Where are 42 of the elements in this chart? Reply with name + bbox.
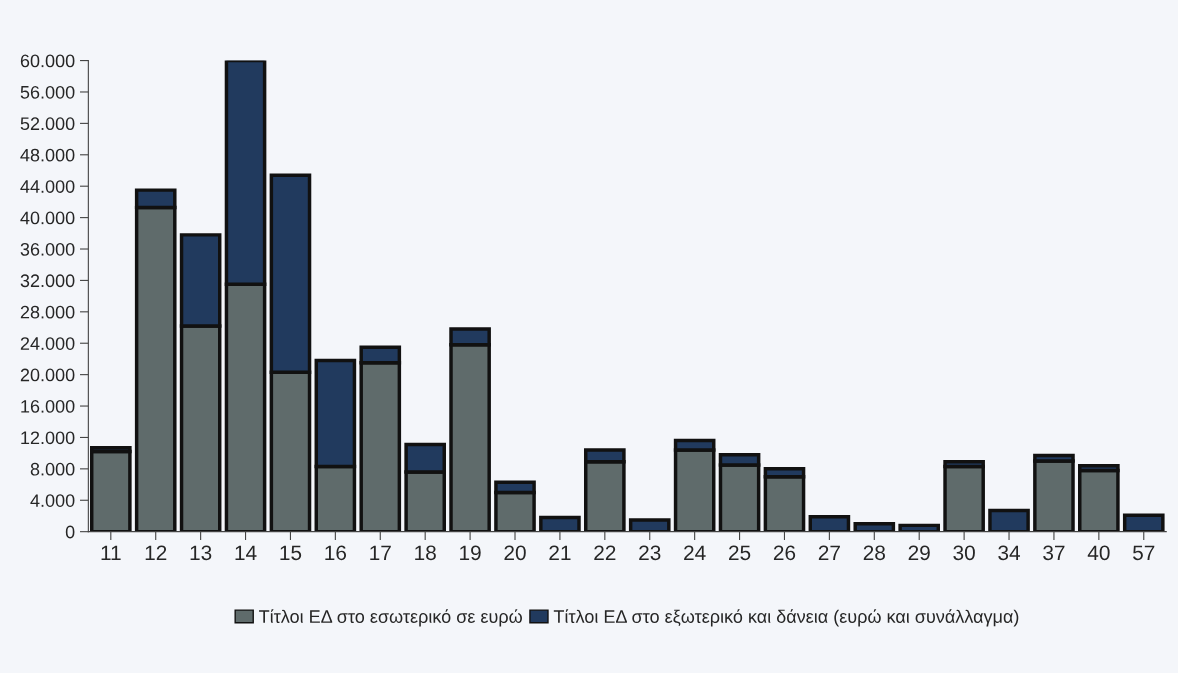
x-tick-label: 13 [190, 545, 212, 561]
x-tick-label: 28 [863, 545, 885, 561]
y-tick-label: 16.000 [21, 399, 75, 413]
y-tick-label: 48.000 [20, 148, 75, 162]
y-tick-label: 0 [65, 525, 75, 539]
y-tick-label: 52.000 [20, 117, 75, 131]
y-tick-label: 20.000 [20, 368, 75, 382]
x-tick-label: 14 [235, 545, 257, 560]
legend-label: Τίτλοι ΕΔ στο εξωτερικό και δάνεια (ευρώ και συνάλλαγμα) [553, 609, 1019, 627]
x-tick-label: 20 [504, 545, 526, 561]
x-tick-label: 11 [101, 545, 121, 560]
x-tick-label: 15 [280, 545, 302, 561]
x-tick-label: 21 [549, 545, 571, 560]
x-tick-label: 23 [639, 545, 661, 561]
x-tick-label: 18 [415, 545, 436, 561]
x-tick-label: 16 [325, 545, 347, 561]
x-tick-label: 37 [1043, 545, 1065, 561]
x-tick-label: 19 [460, 545, 481, 561]
x-tick-label: 24 [684, 545, 706, 560]
y-tick-label: 8.000 [30, 462, 75, 476]
x-tick-label: 30 [953, 545, 975, 561]
y-tick-label: 28.000 [20, 305, 75, 319]
y-tick-label: 4.000 [30, 494, 75, 507]
x-tick-label: 34 [998, 545, 1021, 561]
y-tick-label: 40.000 [20, 211, 75, 225]
y-tick-label: 44.000 [20, 180, 75, 193]
x-tick-label: 29 [908, 545, 930, 561]
y-tick-label: 60.000 [20, 54, 75, 68]
y-tick-label: 24.000 [20, 337, 75, 350]
y-tick-label: 32.000 [20, 274, 75, 288]
x-tick-label: 40 [1087, 545, 1110, 561]
x-tick-label: 25 [729, 545, 751, 561]
x-tick-label: 12 [145, 545, 167, 560]
x-tick-label: 27 [818, 545, 840, 560]
x-tick-label: 57 [1133, 545, 1155, 561]
x-tick-label: 17 [370, 545, 391, 560]
y-tick-label: 36.000 [20, 242, 75, 256]
x-tick-label: 26 [773, 545, 796, 561]
legend-label: Τίτλοι ΕΔ στο εσωτερικό σε ευρώ [259, 609, 522, 627]
y-tick-label: 12.000 [21, 431, 75, 445]
y-tick-label: 56.000 [20, 85, 75, 99]
x-tick-label: 22 [594, 545, 616, 560]
